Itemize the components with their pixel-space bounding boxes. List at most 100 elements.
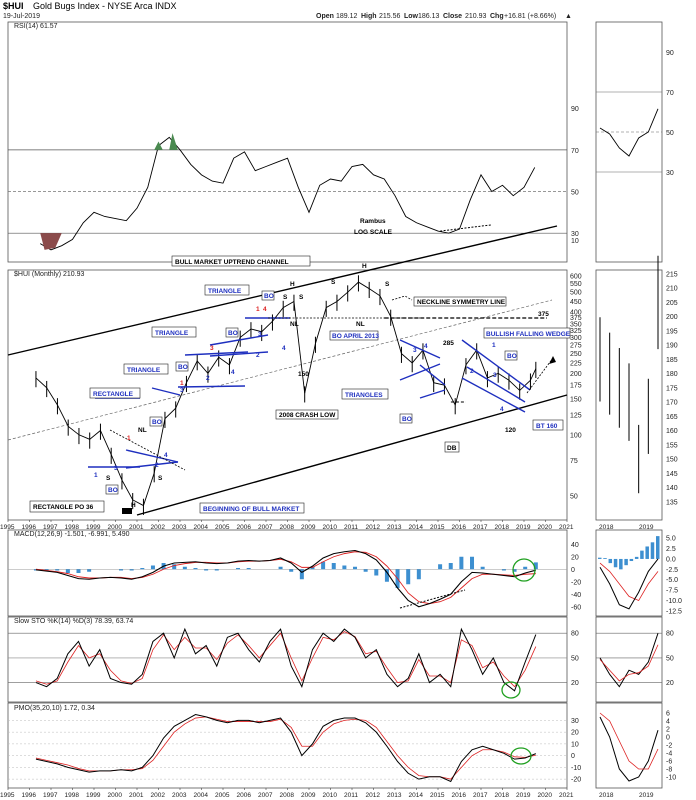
macd-hist-bar <box>140 568 145 570</box>
inset-panels: 90 70 50 30 135 140 145 150 155 160 165 170 175 180 18… <box>596 50 682 782</box>
macd-hist-bar <box>278 566 283 570</box>
n150-label: 150 <box>298 371 309 378</box>
wave-count-2a: 2 <box>155 462 159 469</box>
wave-count-3c: 3 <box>258 331 262 338</box>
inset-price-tick-195: 195 <box>666 328 678 335</box>
x-tick-label-1995: 1995 <box>0 792 15 799</box>
inset-macd-signal <box>599 562 659 602</box>
inset-macd-tick--7.5: -7.5 <box>666 588 678 595</box>
inset-rsi-tick-30: 30 <box>666 170 674 177</box>
x-tick-label-2017: 2017 <box>473 792 488 799</box>
macd-hist-bar <box>236 568 241 570</box>
projection-arrow <box>526 357 554 394</box>
macd-hist-bar <box>363 569 368 572</box>
macd-hist-bar <box>55 569 60 571</box>
pattern-line-10 <box>399 339 441 359</box>
x-tick-label-2004: 2004 <box>194 524 209 531</box>
triangle3-box <box>204 284 250 296</box>
inset-frame-rsi <box>595 21 663 263</box>
bo-box-7 <box>504 350 518 361</box>
inset-macd-bar <box>598 557 602 559</box>
rsi-overbought-fill-2 <box>169 133 178 150</box>
rsi-trendline <box>440 224 492 232</box>
x-tick-label-2005: 2005 <box>215 792 230 799</box>
macd-hist-bar <box>87 569 92 572</box>
inset-frame-pmo <box>595 702 663 789</box>
macd-trendline <box>399 589 466 609</box>
macd-hist-bar <box>289 569 294 572</box>
macd-hist-bar <box>523 566 528 570</box>
bo-box-2 <box>149 416 163 427</box>
inset-rsi-tick-70: 70 <box>666 90 674 97</box>
x-tick-label-2008: 2008 <box>280 524 295 531</box>
crash-low-label: 2008 CRASH LOW <box>279 412 336 419</box>
macd-tick--40: -40 <box>571 592 581 599</box>
x-tick-label-2009: 2009 <box>301 524 316 531</box>
inset-macd-tick-0: 0.0 <box>666 556 676 563</box>
wave-count-3a: 3 <box>114 465 118 472</box>
x-tick-label-2018: 2018 <box>495 792 510 799</box>
n120-label: 120 <box>505 427 516 434</box>
macd-line <box>35 549 536 608</box>
breakout-marks: BO BO BO BO BO BO BO <box>105 290 518 495</box>
pmo-tick--20: -20 <box>571 777 581 784</box>
wave-count-4b: 4 <box>231 369 235 376</box>
rsi-oversold-fill <box>40 233 62 250</box>
inset-frame-sto <box>595 616 663 703</box>
macd-hist-bar <box>193 568 198 570</box>
svg-text:215.56: 215.56 <box>379 13 401 20</box>
db-box <box>444 441 460 453</box>
inset-macd-tick--5: -5.0 <box>666 577 678 584</box>
inset-price-tick-165: 165 <box>666 414 678 421</box>
inset-macd-bar <box>608 558 613 564</box>
rsi-tick-10: 10 <box>571 238 579 245</box>
price-tick-125: 125 <box>570 413 582 420</box>
n375-label: 375 <box>538 311 549 318</box>
inset-price-tick-190: 190 <box>666 343 678 350</box>
x-tick-label-2020: 2020 <box>538 524 553 531</box>
macd-hist-bar <box>246 568 251 570</box>
frame-sto <box>7 616 568 703</box>
x-tick-label-2010: 2010 <box>323 792 338 799</box>
macd-hist-bar <box>119 569 124 571</box>
sto-circle <box>501 681 521 699</box>
head-mark-3: H <box>131 502 136 509</box>
price-tick-325: 325 <box>570 328 582 335</box>
wave-count-3b: 3 <box>180 387 184 394</box>
inset-price-tick-210: 210 <box>666 286 678 293</box>
frame-pmo <box>7 702 568 789</box>
bo-mark-1: BO <box>108 487 118 494</box>
x-tick-label-2021: 2021 <box>559 792 574 799</box>
inset-pmo-tick-2: 2 <box>666 727 670 734</box>
price-tick-400: 400 <box>570 309 582 316</box>
wave-counts-red: 1 1 3 1 4 <box>127 306 267 442</box>
x-tick-label-1998: 1998 <box>65 524 80 531</box>
sto-k-line <box>35 627 537 692</box>
sto-tick-80: 80 <box>571 631 579 638</box>
x-tick-label-1997: 1997 <box>43 792 58 799</box>
inset-macd-tick--12.5: -12.5 <box>666 608 682 615</box>
inset-price-tick-140: 140 <box>666 485 678 492</box>
neckline-symmetry-box <box>413 296 507 307</box>
bo-mark-6: BO <box>402 416 412 423</box>
macd-hist-bar <box>76 569 81 573</box>
x-tick-label-2014: 2014 <box>409 792 424 799</box>
inset-pmo-line <box>599 716 659 782</box>
price-title: $HUI (Monthly) 210.93 <box>14 271 85 278</box>
svg-text:Low: Low <box>404 13 419 20</box>
x-tick-label-2001: 2001 <box>129 524 144 531</box>
price-panel: 5075100125150175200225250275300325350375… <box>7 225 582 516</box>
x-tick-label-1996: 1996 <box>22 792 37 799</box>
pattern-line-5 <box>177 385 246 388</box>
wave-count-2c: 2 <box>256 352 260 359</box>
pattern-line-15 <box>461 377 526 413</box>
bull-channel-label: BULL MARKET UPTREND CHANNEL <box>175 259 289 266</box>
x-tick-label-2002: 2002 <box>151 792 166 799</box>
macd-hist-bar <box>65 569 70 573</box>
macd-hist-bar <box>150 565 155 570</box>
inset-xtick-pmo-2018: 2018 <box>599 792 614 799</box>
macd-hist-bar <box>448 563 453 570</box>
wave-counts: 1 3 2 4 3 2 4 3 2 4 3 4 1 3 2 4 <box>94 331 504 479</box>
macd-tick--20: -20 <box>571 579 581 586</box>
inset-sto-d <box>599 644 659 682</box>
